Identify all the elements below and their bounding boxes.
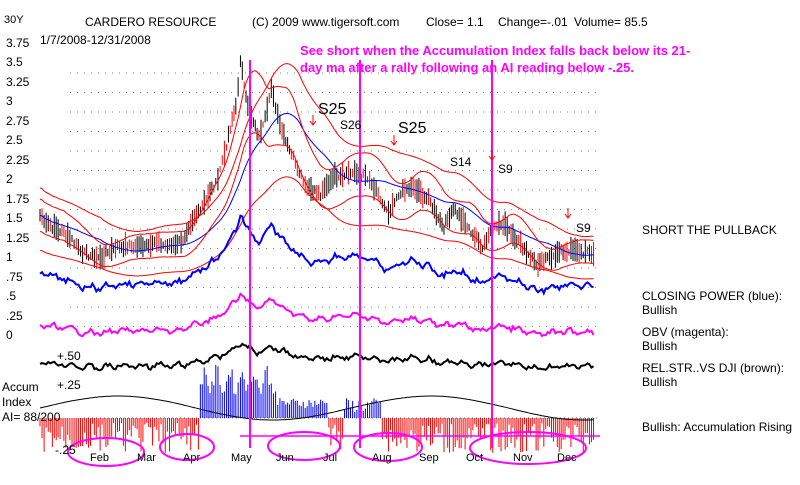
obv-line — [39, 292, 595, 338]
month-label: Jun — [276, 452, 294, 464]
ai-low-circle — [469, 431, 587, 465]
month-label: Dec — [557, 452, 577, 464]
month-label: Feb — [90, 452, 109, 464]
month-label: Sep — [419, 452, 439, 464]
plus50-label: +.50 — [57, 349, 81, 363]
y-tick: 3.75 — [6, 36, 30, 50]
close-value: Close= 1.1 — [426, 15, 484, 29]
accum-ma-line — [39, 395, 594, 421]
month-label: Apr — [183, 452, 201, 464]
annotation-text: See short when the Accumulation Index fa… — [300, 43, 691, 75]
month-label: Oct — [466, 452, 484, 464]
relstr-value: Bullish — [642, 375, 678, 389]
y-tick: 1.75 — [6, 192, 30, 206]
sell-arrow-icon — [564, 208, 572, 219]
ai-low-circle — [353, 432, 423, 462]
y-tick: 0 — [6, 328, 13, 342]
change-value: Change=-.01 — [498, 15, 568, 29]
signal-s9: S9 — [498, 162, 513, 176]
accum-title: Accum — [2, 380, 39, 394]
sell-arrow-icon — [488, 150, 496, 161]
relstr-label: REL.STR..VS DJI (brown): — [642, 361, 785, 375]
accum-subtitle: Index — [2, 395, 32, 409]
accum-rising-label: Bullish: Accumulation Rising — [642, 420, 793, 434]
signal-s14: S14 — [450, 155, 472, 169]
sell-arrow-icon — [390, 135, 398, 146]
month-label: Mar — [137, 452, 156, 464]
outer-upper-band — [39, 63, 594, 238]
obv-value: Bullish — [642, 339, 678, 353]
upper-band-line — [39, 70, 594, 250]
closing-power-line — [39, 214, 594, 296]
short-pullback-label: SHORT THE PULLBACK — [642, 223, 777, 237]
copyright-text: (C) 2009 www.tigersoft.com — [252, 15, 400, 29]
y-tick: .25 — [6, 309, 23, 323]
plus25-label: +.25 — [57, 378, 81, 392]
ticker-title: CARDERO RESOURCE — [85, 15, 217, 29]
obv-label: OBV (magenta): — [642, 325, 729, 339]
signal-s26: S26 — [340, 118, 362, 132]
ai-low-circle — [159, 433, 215, 461]
y-tick: .75 — [6, 270, 23, 284]
ai-value: AI= 88/200 — [2, 410, 61, 424]
y-tick: 2.75 — [6, 114, 30, 128]
lower-band-line — [39, 132, 594, 271]
month-label: Nov — [513, 452, 533, 464]
closing-power-label: CLOSING POWER (blue): — [642, 289, 783, 303]
y-tick: 2.25 — [6, 153, 30, 167]
month-label: Jul — [323, 452, 338, 464]
y-tick: 3 — [6, 94, 13, 108]
outer-lower-band — [39, 176, 594, 280]
sell-arrow-icon — [309, 115, 317, 126]
y-tick: .5 — [6, 289, 17, 303]
minus25-label: -.25 — [55, 443, 76, 457]
signal-s25: S25 — [318, 101, 347, 118]
signal-s9: S9 — [576, 221, 591, 235]
month-label: Aug — [372, 452, 392, 464]
ai-low-circle — [267, 431, 341, 461]
y-tick: 1 — [6, 250, 13, 264]
y-tick: 2.5 — [6, 133, 23, 147]
signal-s25: S25 — [398, 120, 427, 137]
ai-low-circle — [67, 437, 145, 467]
relstr-line — [39, 342, 595, 372]
y-tick: 3.5 — [6, 55, 23, 69]
y-tick: 2 — [6, 172, 13, 186]
y-tick: 1.25 — [6, 231, 30, 245]
corner-label: 30Y — [4, 14, 24, 26]
y-tick: 3.25 — [6, 75, 30, 89]
moving-average-line — [39, 112, 594, 256]
date-range: 1/7/2008-12/31/2008 — [40, 33, 151, 47]
volume-value: Volume= 85.5 — [574, 15, 648, 29]
month-label: May — [231, 452, 252, 464]
closing-power-value: Bullish — [642, 303, 678, 317]
y-tick: 1.5 — [6, 211, 23, 225]
